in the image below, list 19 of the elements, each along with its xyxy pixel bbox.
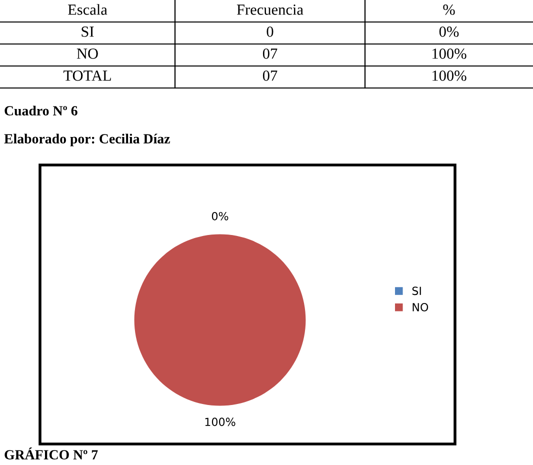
text: TOTAL — [63, 70, 111, 81]
text: 100% — [432, 48, 466, 59]
data-label: 100% — [205, 418, 236, 426]
text: 07 — [262, 48, 278, 59]
text: Cuadro Nº 6 — [4, 106, 78, 116]
text: 0 — [266, 26, 274, 37]
text: Escala — [68, 4, 108, 15]
text: 100% — [432, 70, 466, 81]
text: 0% — [212, 212, 228, 220]
text: Frecuencia — [236, 4, 304, 15]
text: SI — [82, 26, 94, 37]
text: 07 — [262, 70, 278, 81]
text: Elaborado por: Cecilia Díaz — [4, 134, 170, 146]
legend-label: SI — [412, 286, 421, 296]
text: % — [443, 4, 455, 15]
text: 0% — [439, 26, 459, 37]
text: NO — [76, 48, 98, 59]
text: GRÁFICO Nº 7 — [4, 447, 98, 460]
legend-label: NO — [412, 302, 428, 312]
